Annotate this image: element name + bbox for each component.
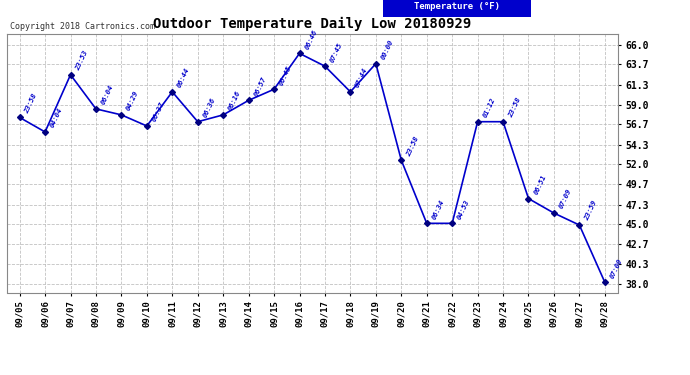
Text: Copyright 2018 Cartronics.com: Copyright 2018 Cartronics.com	[10, 22, 155, 31]
Text: 06:57: 06:57	[253, 75, 267, 97]
Text: 06:46: 06:46	[304, 28, 318, 50]
Text: 00:00: 00:00	[380, 39, 395, 60]
Text: 06:45: 06:45	[278, 64, 293, 86]
Title: Outdoor Temperature Daily Low 20180929: Outdoor Temperature Daily Low 20180929	[153, 17, 471, 31]
Text: 06:04: 06:04	[100, 84, 115, 106]
Text: 07:09: 07:09	[558, 188, 573, 210]
Text: Temperature (°F): Temperature (°F)	[414, 2, 500, 11]
Text: 07:44: 07:44	[355, 67, 369, 88]
Text: 23:58: 23:58	[406, 135, 420, 157]
Text: 06:44: 06:44	[177, 67, 191, 88]
Text: 23:58: 23:58	[23, 93, 38, 114]
Text: 06:37: 06:37	[151, 101, 166, 123]
Text: 06:36: 06:36	[202, 97, 216, 118]
Text: 01:12: 01:12	[482, 97, 496, 118]
Text: 23:53: 23:53	[75, 50, 89, 72]
Text: 23:58: 23:58	[507, 97, 522, 118]
Text: 06:34: 06:34	[431, 198, 445, 220]
Text: 04:04: 04:04	[49, 107, 63, 129]
Text: 07:00: 07:00	[609, 257, 623, 279]
Text: 23:59: 23:59	[584, 200, 598, 222]
Text: 06:51: 06:51	[533, 174, 547, 195]
Text: 06:16: 06:16	[227, 90, 242, 112]
Text: 04:29: 04:29	[126, 90, 140, 112]
Text: 07:45: 07:45	[329, 41, 344, 63]
Text: 04:53: 04:53	[456, 198, 471, 220]
